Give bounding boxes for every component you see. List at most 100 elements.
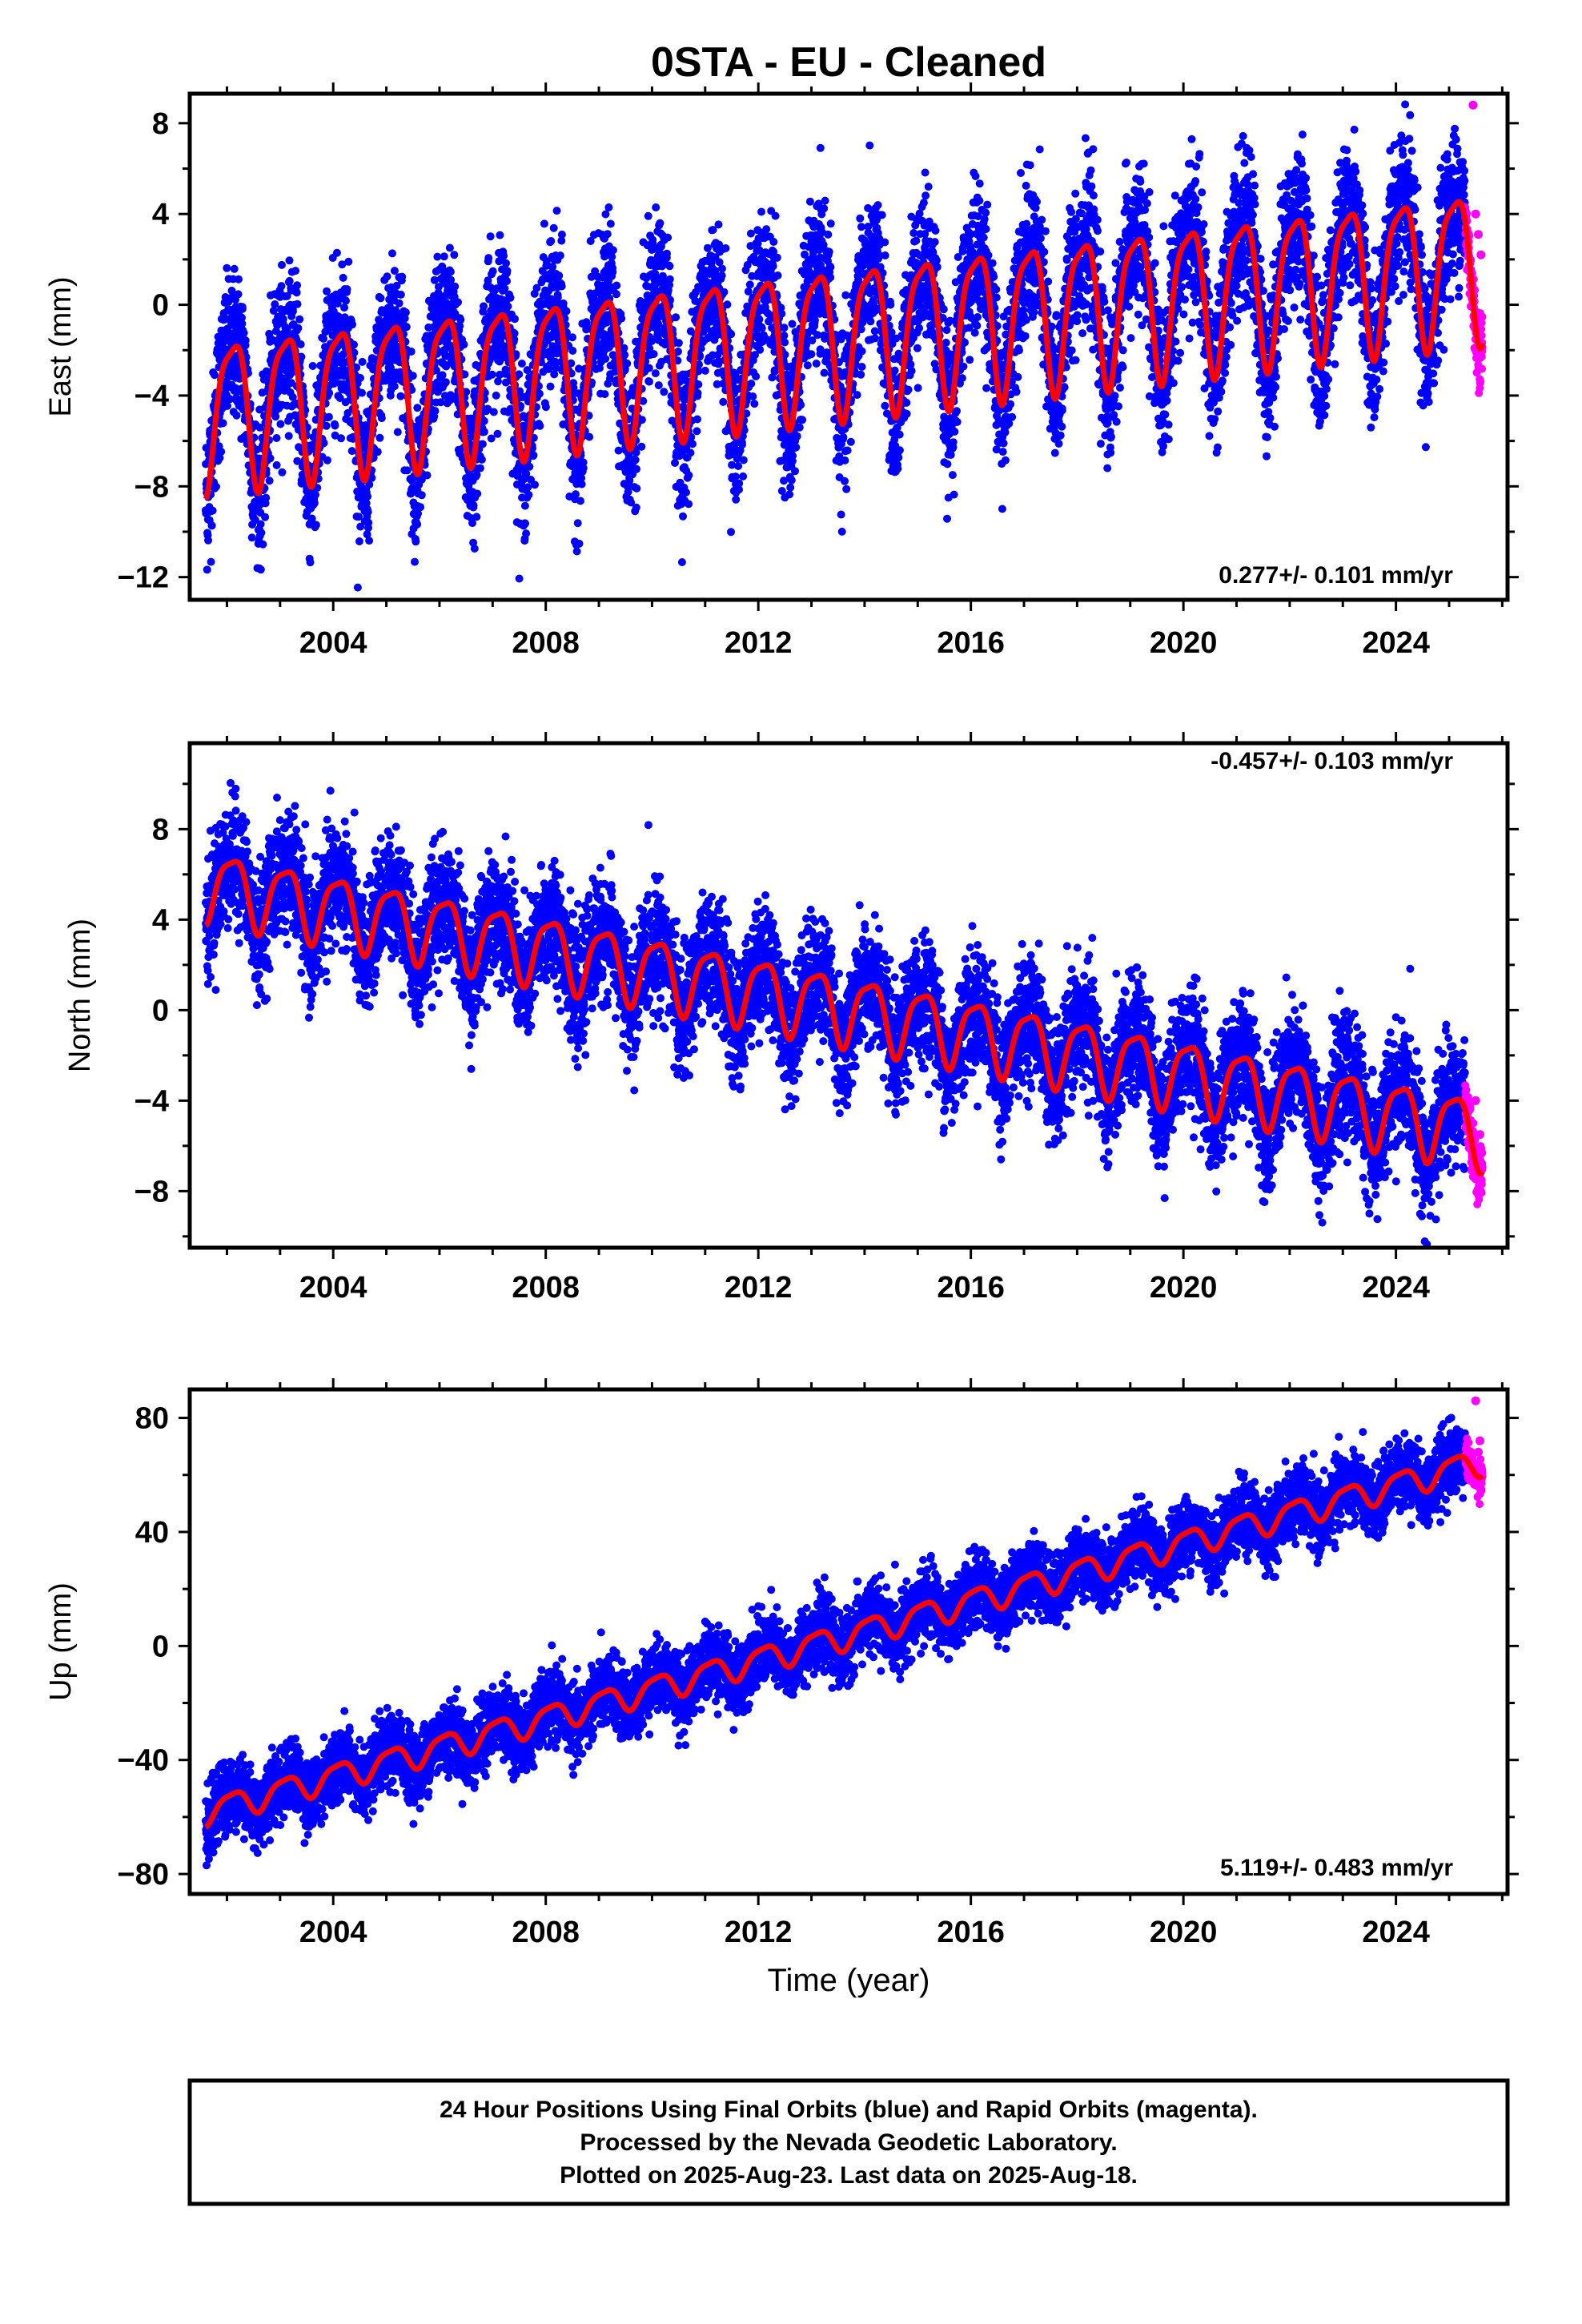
data-point: [674, 348, 682, 356]
data-point: [365, 537, 374, 545]
data-point: [826, 263, 835, 271]
data-point: [603, 230, 612, 239]
data-point: [780, 324, 789, 332]
data-point: [612, 290, 620, 299]
data-point: [548, 263, 557, 271]
data-point: [654, 381, 663, 390]
data-point: [919, 199, 928, 207]
data-point: [756, 345, 765, 354]
data-point: [826, 273, 835, 282]
data-point: [219, 419, 227, 428]
data-point: [893, 464, 902, 473]
data-point: [632, 484, 641, 493]
data-point: [506, 293, 515, 302]
data-point: [685, 471, 693, 480]
data-point: [820, 204, 829, 213]
data-point: [540, 219, 548, 228]
data-point: [781, 338, 789, 347]
data-point: [524, 483, 532, 492]
data-point: [573, 519, 582, 528]
data-point: [414, 509, 422, 518]
data-point: [881, 238, 889, 247]
data-point: [344, 257, 353, 266]
data-point: [792, 443, 801, 452]
data-point: [350, 340, 358, 349]
data-point: [438, 262, 447, 271]
data-point: [223, 401, 231, 410]
data-point: [445, 243, 454, 252]
data-point: [825, 247, 833, 256]
data-point: [841, 476, 849, 485]
data-point: [388, 249, 396, 258]
data-point: [504, 302, 512, 311]
data-point: [310, 499, 319, 508]
data-point: [921, 168, 930, 177]
data-point: [839, 433, 848, 441]
data-point: [521, 519, 529, 528]
data-point: [335, 394, 344, 402]
data-point: [276, 420, 285, 428]
data-point: [820, 368, 829, 377]
data-point: [412, 537, 420, 546]
data-point: [469, 501, 478, 509]
data-point: [645, 377, 653, 386]
data-point: [239, 328, 248, 337]
data-point: [721, 244, 730, 252]
data-point: [674, 339, 683, 348]
data-point: [362, 499, 371, 508]
data-point: [881, 401, 889, 410]
data-point: [285, 256, 294, 265]
data-point: [493, 429, 502, 438]
data-point: [446, 267, 455, 276]
data-point: [579, 464, 588, 472]
data-point: [454, 298, 462, 307]
data-point: [451, 282, 460, 291]
data-point: [247, 533, 256, 542]
data-point: [824, 230, 833, 239]
data-point: [383, 272, 391, 281]
data-point: [331, 431, 339, 440]
data-point: [632, 503, 640, 512]
data-point: [502, 259, 510, 267]
data-point: [295, 315, 304, 324]
data-point: [727, 528, 735, 537]
data-point: [719, 397, 728, 406]
data-point: [568, 333, 576, 342]
data-point: [358, 357, 367, 366]
data-point: [608, 246, 617, 255]
data-point: [211, 371, 219, 380]
data-point: [358, 388, 366, 397]
data-point: [363, 530, 371, 539]
data-point: [865, 141, 874, 150]
data-point: [857, 325, 865, 334]
data-point: [803, 361, 812, 370]
data-point: [517, 360, 526, 368]
data-point: [520, 501, 529, 510]
data-point: [644, 211, 652, 220]
data-point: [786, 483, 795, 492]
data-point: [433, 252, 442, 261]
data-point: [347, 447, 356, 456]
data-point: [323, 456, 331, 464]
data-point: [364, 518, 373, 527]
data-point: [208, 506, 217, 515]
data-point: [649, 350, 658, 359]
data-point: [798, 416, 807, 424]
data-point: [787, 476, 796, 485]
data-point: [853, 391, 861, 400]
data-point: [441, 378, 450, 387]
data-point: [292, 288, 301, 297]
data-point: [434, 283, 443, 292]
data-point: [456, 316, 465, 324]
data-point: [450, 251, 459, 259]
data-point: [480, 428, 488, 436]
data-point: [278, 468, 287, 476]
data-point: [488, 267, 497, 275]
data-point: [665, 275, 674, 283]
data-point: [652, 203, 661, 211]
data-point: [232, 411, 241, 420]
data-point: [488, 370, 496, 379]
data-point: [431, 407, 440, 416]
data-point: [496, 231, 504, 239]
